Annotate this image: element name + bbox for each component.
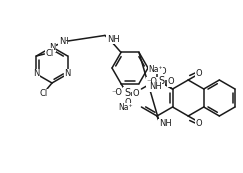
Text: H: H [62, 38, 68, 47]
Text: S: S [158, 76, 165, 86]
Text: Na⁺: Na⁺ [148, 65, 163, 74]
Text: O: O [167, 78, 174, 86]
Text: N: N [33, 70, 40, 79]
Text: N: N [64, 70, 71, 79]
Text: ⁻O: ⁻O [146, 78, 157, 86]
Text: NH: NH [149, 82, 161, 91]
Text: NH₂: NH₂ [149, 65, 165, 74]
Text: Cl: Cl [45, 48, 53, 57]
Text: O: O [159, 66, 166, 75]
Text: Na⁺: Na⁺ [119, 103, 133, 112]
Text: N: N [59, 37, 65, 45]
Text: S: S [124, 88, 130, 98]
Text: O: O [133, 89, 139, 98]
Text: O: O [196, 119, 202, 128]
Text: NH: NH [107, 35, 119, 44]
Text: O: O [196, 69, 202, 78]
Text: Cl: Cl [40, 89, 48, 98]
Text: N: N [49, 43, 55, 52]
Text: ⁻O: ⁻O [112, 88, 122, 97]
Text: NH: NH [159, 120, 171, 129]
Text: O: O [125, 98, 131, 107]
